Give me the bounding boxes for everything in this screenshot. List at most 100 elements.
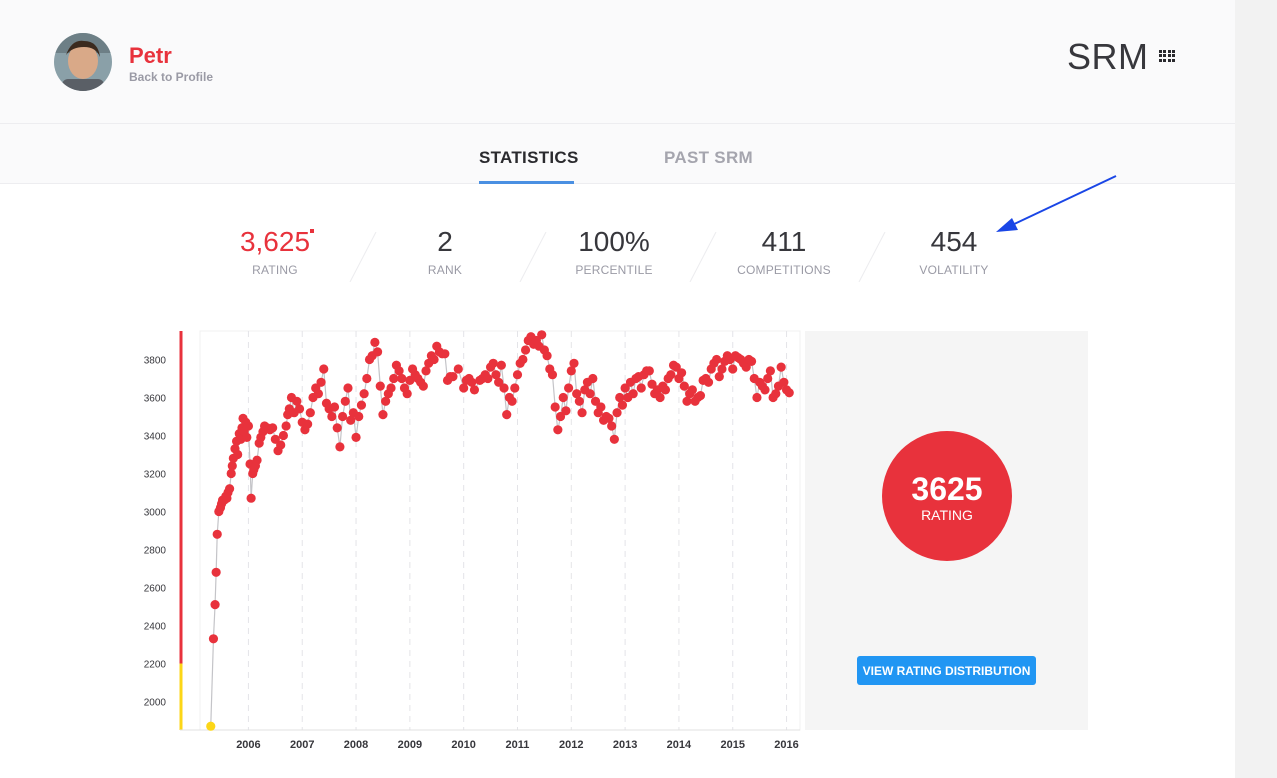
rating-point — [469, 385, 480, 395]
rating-point — [340, 396, 350, 406]
x-tick-label: 2010 — [451, 739, 475, 751]
avatar[interactable] — [54, 33, 112, 91]
rating-point — [491, 370, 501, 380]
rating-point — [682, 396, 692, 406]
stat-divider — [349, 232, 377, 282]
rating-point — [655, 392, 665, 403]
rating-point — [660, 385, 671, 395]
rating-point — [313, 389, 323, 399]
rating-point — [429, 354, 439, 365]
annotation-arrow-icon — [996, 175, 1117, 232]
rating-point — [644, 366, 654, 376]
rating-point — [547, 370, 558, 380]
grid-icon[interactable] — [1159, 50, 1175, 62]
rating-point — [703, 377, 714, 387]
rating-point — [459, 383, 469, 393]
rating-point — [386, 383, 396, 393]
rating-point — [588, 373, 598, 384]
rating-point — [467, 377, 477, 387]
rating-point — [765, 366, 776, 376]
rating-point — [636, 383, 646, 393]
rating-point — [278, 430, 289, 441]
rating-point — [752, 392, 762, 403]
rating-point — [666, 370, 676, 380]
active-tab-indicator — [479, 181, 574, 184]
rating-point — [246, 493, 256, 503]
rating-point — [440, 349, 450, 359]
rating-point — [294, 404, 305, 414]
rating-label: RATING — [252, 263, 298, 277]
rating-point — [316, 377, 326, 387]
rating-point — [542, 351, 552, 361]
rating-point — [227, 461, 237, 471]
rating-point — [617, 400, 628, 410]
rating-point — [615, 392, 625, 403]
stat-percentile: 100% PERCENTILE — [534, 226, 694, 277]
page-title: SRM — [1067, 36, 1149, 77]
rating-point — [381, 396, 391, 406]
rating-point — [574, 396, 584, 406]
tab-statistics[interactable]: STATISTICS — [479, 148, 579, 167]
rating-point — [760, 385, 770, 395]
rating-point — [252, 455, 262, 465]
rating-point — [335, 442, 345, 452]
view-rating-distribution-button[interactable]: VIEW RATING DISTRIBUTION — [857, 656, 1036, 685]
rating-point — [558, 392, 568, 403]
rating-point — [577, 408, 587, 418]
rating-point — [394, 366, 404, 376]
rating-marker — [310, 229, 314, 233]
rating-point — [784, 388, 794, 398]
header: Petr Back to Profile SRM — [0, 0, 1235, 124]
rating-point — [564, 383, 574, 393]
rating-point — [746, 356, 757, 366]
y-tick-label: 2600 — [144, 584, 167, 595]
tab-past-srm[interactable]: PAST SRM — [664, 148, 753, 167]
stat-divider — [519, 232, 547, 282]
rating-point — [372, 347, 383, 357]
rating-point — [208, 634, 219, 644]
rating-point — [771, 389, 781, 399]
rating-point — [389, 373, 399, 384]
plot-area — [199, 330, 801, 731]
rating-point — [233, 449, 243, 460]
rating-point — [585, 389, 595, 399]
rating-point — [779, 377, 789, 387]
x-tick-label: 2012 — [559, 739, 583, 751]
rating-point — [717, 364, 727, 374]
rating-point — [561, 406, 571, 416]
rating-point — [418, 381, 428, 391]
rating-point — [537, 330, 547, 340]
percentile-value: 100% — [578, 226, 650, 257]
y-tick-label: 3800 — [144, 356, 167, 367]
rating-point — [453, 364, 463, 374]
rating-point — [572, 389, 582, 399]
user-handle[interactable]: Petr — [129, 43, 172, 68]
x-tick-label: 2014 — [667, 739, 692, 751]
y-tick-label: 3200 — [144, 470, 167, 481]
rating-point — [488, 358, 498, 368]
rating-point — [679, 381, 689, 391]
rating-circle: 3625 RATING — [882, 431, 1012, 561]
competitions-label: COMPETITIONS — [737, 263, 831, 277]
rating-point — [226, 468, 236, 479]
rating-point — [378, 410, 388, 420]
back-to-profile-link[interactable]: Back to Profile — [129, 70, 214, 84]
rating-point — [448, 372, 458, 382]
tab-bar: STATISTICS PAST SRM — [0, 124, 1235, 184]
page-scrollbar[interactable] — [1235, 0, 1277, 778]
rating-point — [346, 415, 356, 425]
rating-point — [351, 432, 361, 442]
rating-point — [604, 413, 614, 423]
rating-point — [510, 383, 520, 393]
rating-point — [499, 383, 509, 393]
rating-point — [276, 440, 286, 450]
rating-point — [332, 423, 342, 433]
rating-point — [728, 364, 738, 374]
rating-point — [402, 389, 412, 399]
rating-point — [483, 373, 493, 384]
y-tick-label: 2200 — [144, 660, 167, 671]
x-tick-label: 2009 — [398, 739, 422, 751]
rating-point — [421, 366, 431, 376]
volatility-value: 454 — [930, 226, 978, 257]
rating-point — [711, 354, 722, 365]
